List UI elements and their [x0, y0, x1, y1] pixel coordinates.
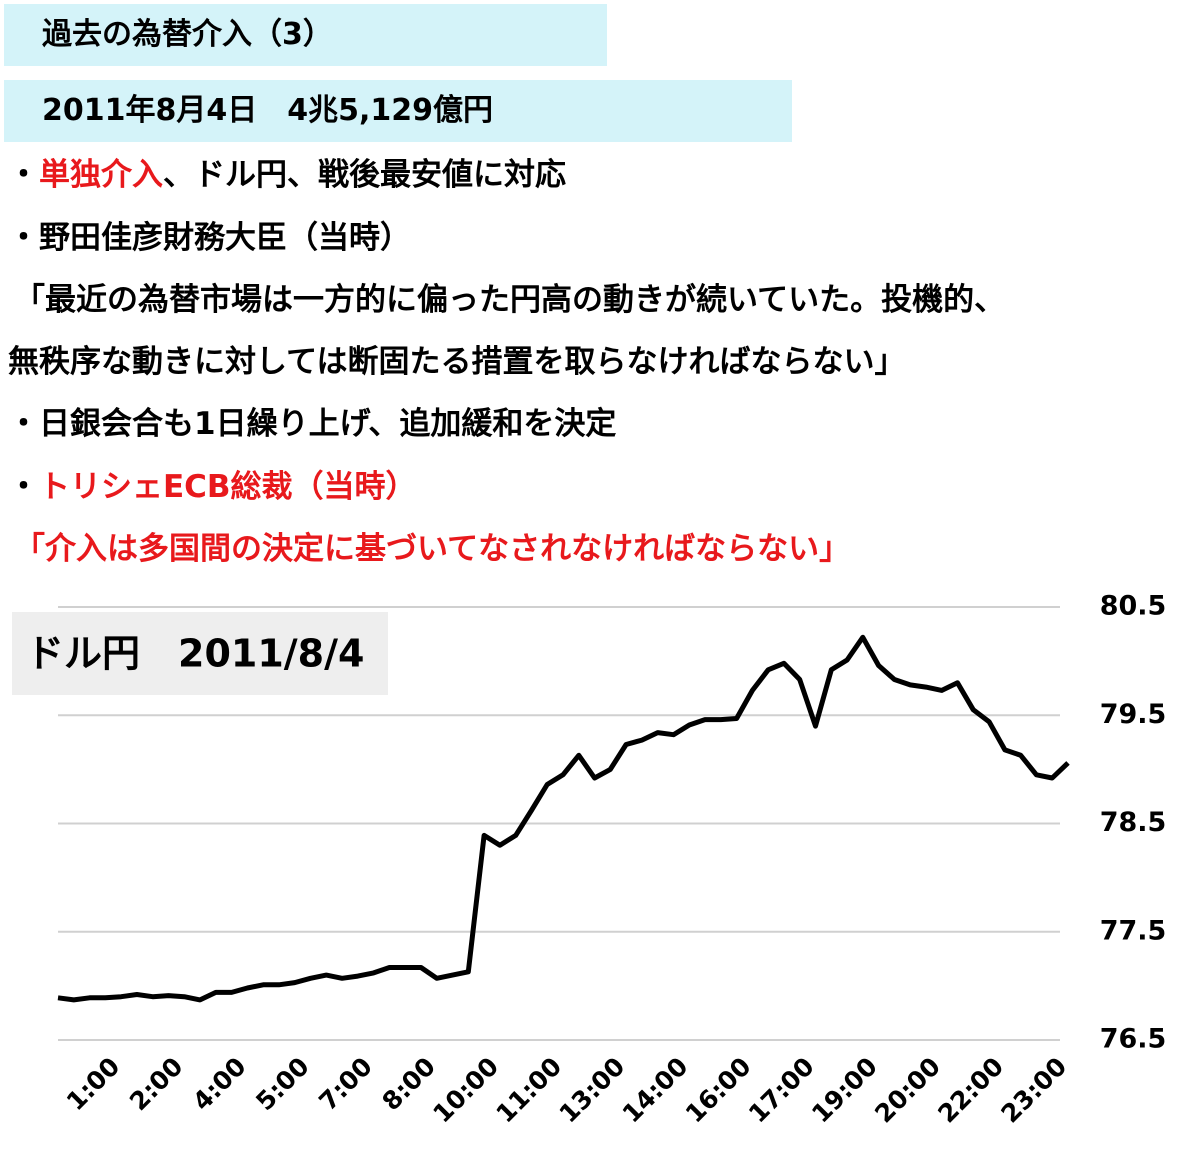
text: 、ドル円、戦後最安値に対応 — [163, 157, 566, 193]
chart-title: ドル円 2011/8/4 — [26, 632, 364, 676]
highlight: トリシェECB総裁（当時） — [39, 469, 417, 505]
x-tick-label: 14:00 — [617, 1052, 694, 1129]
text-line: 「最近の為替市場は一方的に偏った円高の動きが続いていた。投機的、 — [14, 280, 1005, 320]
chart-title-box — [12, 612, 388, 695]
text-line: ・日銀会合も1日繰り上げ、追加緩和を決定 — [8, 404, 616, 444]
quote: 無秩序な動きに対しては断固たる措置を取らなければならない」 — [8, 344, 906, 380]
y-tick-label: 78.5 — [1100, 807, 1167, 838]
y-tick-label: 80.5 — [1100, 591, 1167, 622]
price-line — [57, 634, 1070, 1003]
chart: ドル円 2011/8/4 76.5 77.5 78.5 79.5 80.5 1:002:0… — [12, 591, 1167, 1129]
bullet: ・ — [8, 469, 39, 505]
text: ・野田佳彦財務大臣（当時） — [8, 220, 411, 256]
x-tick-label: 17:00 — [743, 1052, 820, 1129]
x-tick-label: 13:00 — [554, 1052, 631, 1129]
quote: 「介入は多国間の決定に基づいてなされなければならない」 — [14, 531, 851, 567]
text-line: ・トリシェECB総裁（当時） — [8, 467, 417, 507]
x-tick-label: 2:00 — [124, 1052, 188, 1116]
bullet: ・ — [8, 157, 39, 193]
x-tick-label: 10:00 — [427, 1052, 504, 1129]
y-tick-label: 76.5 — [1100, 1024, 1167, 1055]
x-tick-label: 19:00 — [806, 1052, 883, 1129]
text-line: 「介入は多国間の決定に基づいてなされなければならない」 — [14, 529, 850, 569]
y-tick-label: 79.5 — [1100, 699, 1167, 730]
subtitle-box: 2011年8月4日 4兆5,129億円 — [4, 80, 792, 142]
text: ・日銀会合も1日繰り上げ、追加緩和を決定 — [8, 406, 617, 442]
x-tick-label: 1:00 — [61, 1052, 125, 1116]
x-tick-label: 7:00 — [313, 1052, 377, 1116]
text-line: 無秩序な動きに対しては断固たる措置を取らなければならない」 — [8, 342, 905, 382]
x-tick-label: 5:00 — [250, 1052, 314, 1116]
x-tick-label: 11:00 — [490, 1052, 567, 1129]
x-tick-label: 16:00 — [680, 1052, 757, 1129]
x-tick-label: 23:00 — [995, 1052, 1072, 1129]
title-box: 過去の為替介入（3） — [4, 4, 607, 66]
text-line: ・単独介入、ドル円、戦後最安値に対応 — [8, 155, 566, 195]
x-tick-label: 4:00 — [187, 1052, 251, 1116]
subtitle: 2011年8月4日 4兆5,129億円 — [42, 93, 494, 128]
text-line: ・野田佳彦財務大臣（当時） — [8, 218, 411, 258]
quote: 「最近の為替市場は一方的に偏った円高の動きが続いていた。投機的、 — [14, 282, 1006, 318]
highlight: 単独介入 — [39, 157, 163, 193]
y-tick-label: 77.5 — [1100, 915, 1167, 946]
x-tick-label: 20:00 — [869, 1052, 946, 1129]
x-tick-label: 22:00 — [932, 1052, 1009, 1129]
title: 過去の為替介入（3） — [42, 17, 333, 52]
